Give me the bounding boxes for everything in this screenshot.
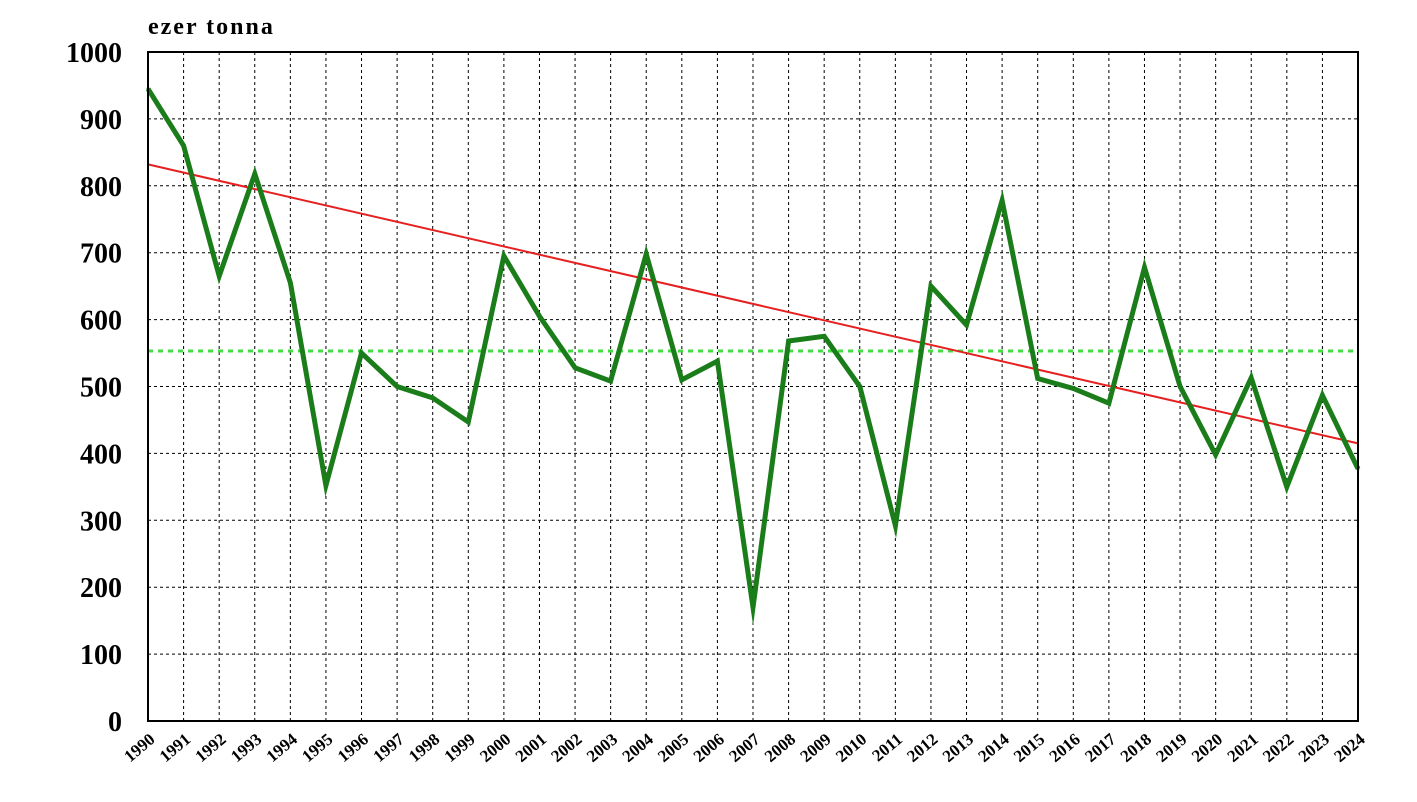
data-point bbox=[680, 378, 684, 382]
y-tick-label: 100 bbox=[80, 640, 122, 671]
data-point bbox=[1036, 376, 1040, 380]
x-tick-label: 2015 bbox=[1010, 730, 1048, 766]
data-point bbox=[751, 605, 755, 609]
x-tick-label: 2017 bbox=[1081, 729, 1120, 766]
data-point bbox=[715, 359, 719, 363]
data-point bbox=[1178, 385, 1182, 388]
data-point bbox=[858, 385, 862, 388]
x-tick-label: 2004 bbox=[619, 729, 658, 766]
data-point bbox=[965, 323, 969, 327]
series bbox=[145, 87, 1361, 626]
x-tick-label: 2012 bbox=[903, 730, 941, 766]
x-tick-label: 2020 bbox=[1188, 730, 1226, 766]
grid bbox=[148, 52, 1358, 721]
data-point bbox=[502, 254, 506, 258]
data-point bbox=[644, 252, 648, 256]
data-point bbox=[1320, 393, 1324, 397]
data-point bbox=[822, 334, 826, 338]
x-tick-label: 2002 bbox=[547, 730, 585, 766]
data-point bbox=[1285, 485, 1289, 489]
x-tick-label: 2001 bbox=[512, 730, 550, 766]
x-tick-label: 1994 bbox=[263, 729, 302, 766]
data-point bbox=[787, 339, 791, 343]
data-point bbox=[1107, 401, 1111, 405]
y-tick-label: 200 bbox=[80, 573, 122, 604]
y-tick-label: 1000 bbox=[66, 38, 122, 69]
data-point bbox=[1071, 387, 1075, 391]
data-point bbox=[253, 172, 257, 176]
x-tick-label: 2024 bbox=[1330, 729, 1369, 766]
y-tick-label: 500 bbox=[80, 373, 122, 404]
data-point bbox=[288, 281, 292, 285]
x-tick-label: 2023 bbox=[1295, 730, 1333, 766]
x-tick-label: 1996 bbox=[334, 730, 372, 766]
x-tick-label: 1991 bbox=[156, 730, 194, 766]
data-point bbox=[1142, 265, 1146, 269]
data-point bbox=[466, 420, 470, 424]
data-point bbox=[1249, 376, 1253, 380]
x-tick-label: 2014 bbox=[974, 729, 1013, 766]
y-tick-label: 800 bbox=[80, 172, 122, 203]
x-tick-label: 2009 bbox=[796, 730, 834, 766]
x-tick-label: 2022 bbox=[1259, 730, 1297, 766]
x-tick-label: 2003 bbox=[583, 730, 621, 766]
x-tick-label: 2021 bbox=[1224, 730, 1262, 766]
data-point bbox=[182, 144, 186, 148]
x-tick-label: 1999 bbox=[441, 730, 479, 766]
data-point bbox=[609, 379, 613, 383]
x-tick-label: 2007 bbox=[725, 729, 764, 766]
x-tick-label: 2010 bbox=[832, 730, 870, 766]
x-tick-label: 1995 bbox=[298, 730, 336, 766]
data-point bbox=[324, 484, 328, 488]
x-tick-label: 1992 bbox=[191, 730, 229, 766]
x-tick-label: 2011 bbox=[868, 730, 906, 766]
x-tick-label: 2008 bbox=[761, 730, 799, 766]
data-point bbox=[573, 366, 577, 370]
x-tick-label: 2019 bbox=[1152, 730, 1190, 766]
x-tick-label: 2018 bbox=[1117, 730, 1155, 766]
y-axis-ticks: 0 100 200 300 400 500 600 700 800 900 1000 bbox=[66, 38, 122, 738]
data-point bbox=[217, 274, 221, 278]
data-point bbox=[929, 284, 933, 288]
x-tick-label: 1997 bbox=[369, 729, 408, 766]
x-tick-label: 1998 bbox=[405, 730, 443, 766]
y-tick-label: 900 bbox=[80, 105, 122, 136]
x-tick-label: 2000 bbox=[476, 730, 514, 766]
y-tick-label: 400 bbox=[80, 439, 122, 470]
data-point bbox=[1000, 199, 1004, 203]
y-tick-label: 600 bbox=[80, 306, 122, 337]
data-point bbox=[537, 314, 541, 318]
data-point bbox=[1214, 453, 1218, 457]
plot-area-frame bbox=[147, 51, 1359, 722]
x-tick-label: 2005 bbox=[654, 730, 692, 766]
y-tick-label: 300 bbox=[80, 506, 122, 537]
x-tick-label: 1990 bbox=[120, 730, 158, 766]
x-tick-label: 1993 bbox=[227, 730, 265, 766]
y-tick-label: 0 bbox=[108, 707, 122, 738]
data-point bbox=[395, 385, 399, 388]
data-point bbox=[360, 351, 364, 355]
series-line-trend bbox=[147, 163, 1359, 445]
y-unit-label: ezer tonna bbox=[148, 14, 275, 40]
x-tick-label: 2006 bbox=[690, 730, 728, 766]
x-tick-label: 2013 bbox=[939, 730, 977, 766]
y-tick-label: 700 bbox=[80, 239, 122, 270]
x-tick-label: 2016 bbox=[1046, 730, 1084, 766]
data-point bbox=[431, 396, 435, 400]
x-axis-ticks: 1990199119921993199419951996199719981999… bbox=[120, 729, 1369, 766]
data-point bbox=[893, 524, 897, 528]
